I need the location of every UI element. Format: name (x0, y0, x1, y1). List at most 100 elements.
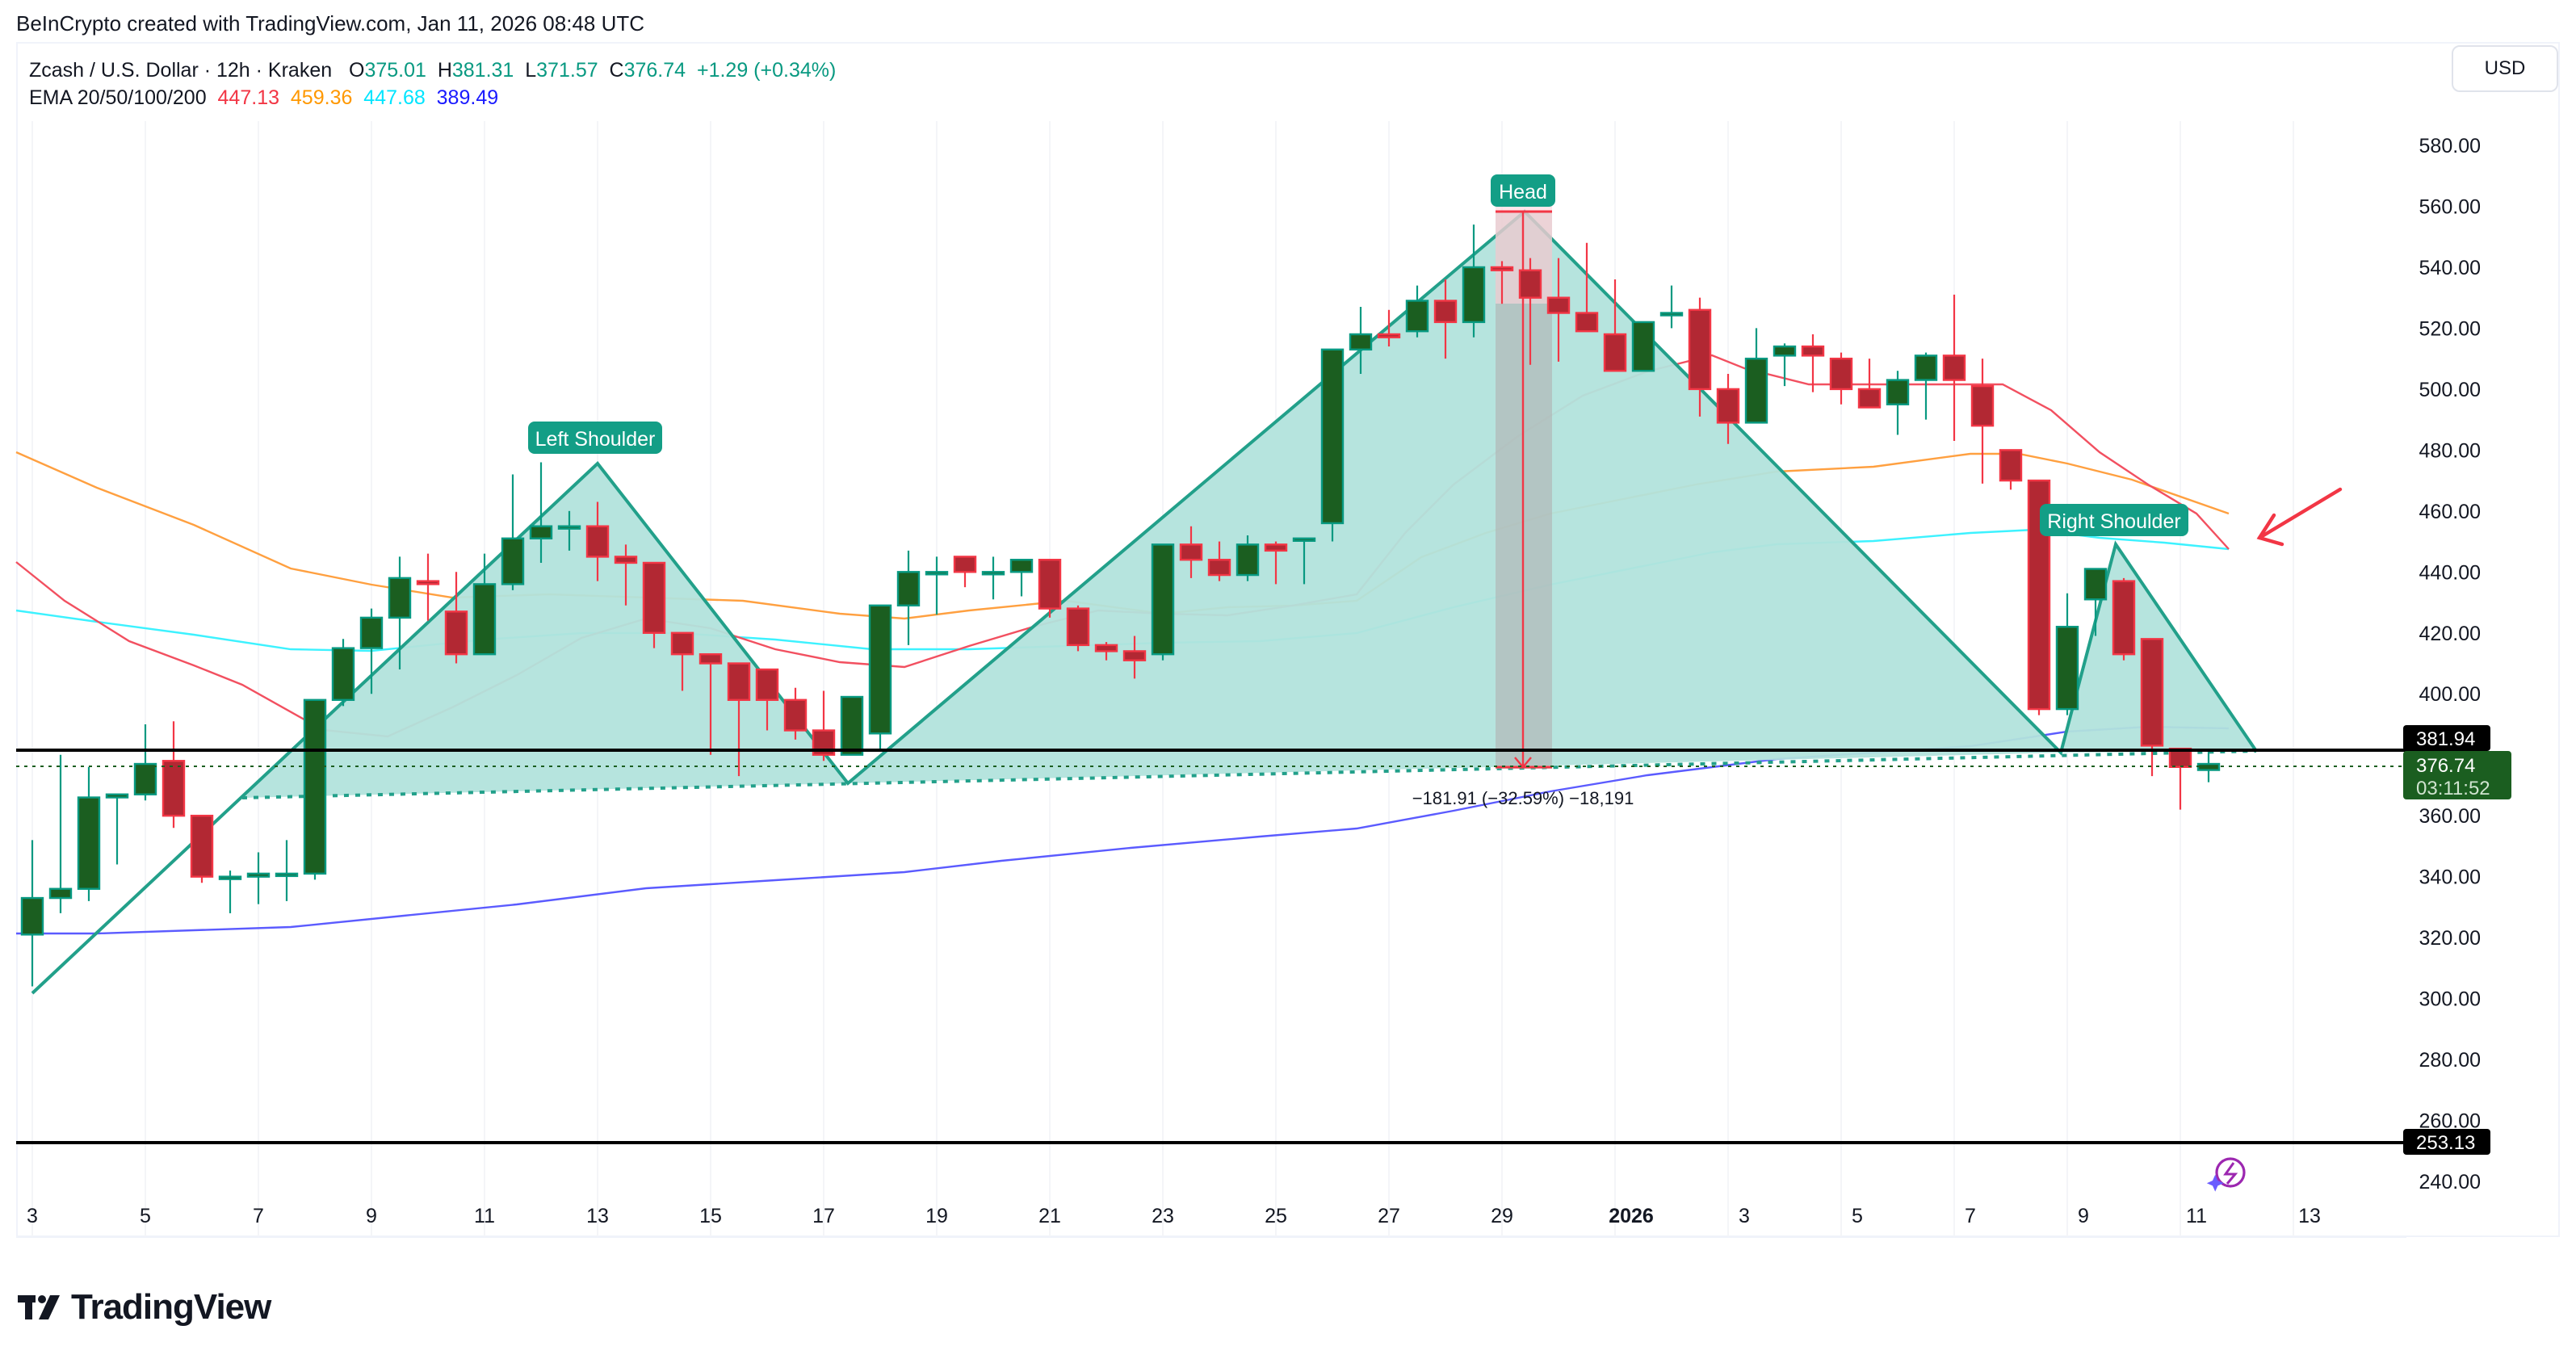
ema20-value: 447.13 (217, 86, 279, 109)
neckline-price-tag: 381.94 (2403, 725, 2490, 751)
candle (1179, 526, 1203, 578)
candle (416, 553, 440, 621)
head-and-shoulders-pattern[interactable] (31, 209, 2258, 995)
candle (1320, 348, 1345, 542)
price-tick: 500.00 (2419, 379, 2481, 401)
candle (1857, 359, 1882, 409)
ema200-value: 389.49 (436, 86, 499, 109)
candle (1546, 258, 1571, 362)
low-value: 371.57 (536, 59, 598, 82)
chart-credit: BeInCrypto created with TradingView.com,… (16, 11, 645, 36)
candle (275, 840, 299, 901)
price-tick: 480.00 (2419, 439, 2481, 462)
low-label: L (525, 59, 537, 82)
svg-text:Head: Head (1499, 181, 1547, 203)
candle (303, 698, 327, 880)
candle (1122, 636, 1147, 679)
svg-text:Right Shoulder: Right Shoulder (2047, 510, 2180, 533)
candle (1462, 224, 1486, 338)
time-tick: 19 (925, 1205, 948, 1227)
price-tick: 240.00 (2419, 1171, 2481, 1193)
candle (1603, 279, 1627, 372)
candle (1744, 328, 1768, 424)
candle (981, 556, 1005, 600)
price-tick: 440.00 (2419, 561, 2481, 584)
price-tick: 340.00 (2419, 866, 2481, 889)
candle (48, 754, 73, 913)
candle (472, 553, 497, 656)
candle (1236, 535, 1260, 581)
price-tick: 300.00 (2419, 988, 2481, 1011)
candle (1377, 309, 1401, 347)
close-value: 376.74 (623, 59, 686, 82)
candle (2168, 747, 2192, 810)
open-value: 375.01 (364, 59, 426, 82)
time-tick: 15 (699, 1205, 722, 1227)
time-tick: 13 (2298, 1205, 2321, 1227)
candle (1999, 449, 2023, 490)
candle (1970, 359, 1995, 484)
time-tick: 21 (1038, 1205, 1061, 1227)
time-tick: 29 (1491, 1205, 1513, 1227)
candle (953, 556, 977, 588)
candle (105, 793, 129, 865)
candle (1207, 541, 1231, 581)
candle (133, 724, 157, 801)
candle (190, 814, 214, 883)
left-shoulder-label: Left Shoulder (528, 422, 662, 454)
tradingview-logo-text: TradingView (71, 1287, 271, 1327)
price-axis[interactable]: 580.00 560.00 540.00 520.00 500.00 480.00 460.… (2419, 135, 2481, 1193)
candle (2055, 593, 2079, 715)
time-tick: 5 (1852, 1205, 1863, 1227)
symbol-title[interactable]: Zcash / U.S. Dollar · 12h · Kraken (29, 59, 333, 82)
candle (1066, 605, 1090, 652)
candle (1659, 285, 1684, 329)
candle (727, 662, 751, 777)
candle (699, 652, 723, 755)
candle (614, 544, 638, 606)
tradingview-logo[interactable]: TradingView (18, 1287, 271, 1328)
time-tick: 7 (1965, 1205, 1976, 1227)
support-price-tag: 253.13 (2403, 1129, 2490, 1155)
time-tick: 3 (27, 1205, 38, 1227)
price-tick: 540.00 (2419, 257, 2481, 279)
chart-legend: Zcash / U.S. Dollar · 12h · Kraken O375.… (29, 57, 836, 111)
time-tick: 11 (2186, 1205, 2207, 1227)
candle (1292, 537, 1316, 585)
candle (1264, 541, 1288, 585)
candle (359, 608, 384, 694)
candle (2196, 751, 2221, 782)
open-label: O (348, 59, 365, 82)
candle (1405, 285, 1429, 338)
candle (840, 695, 864, 756)
price-tick: 420.00 (2419, 623, 2481, 645)
candle (1688, 297, 1712, 417)
lightning-icon[interactable] (2206, 1157, 2246, 1192)
measure-label: −181.91 (−32.59%) −18,191 (1412, 788, 1634, 808)
candle (1151, 543, 1175, 661)
price-tick: 260.00 (2419, 1110, 2481, 1133)
time-tick: 2026 (1609, 1205, 1654, 1227)
candle (77, 766, 101, 901)
svg-text:Left Shoulder: Left Shoulder (535, 428, 656, 451)
candle (1773, 343, 1797, 387)
candle (557, 510, 581, 551)
candle (755, 668, 779, 731)
candle (501, 474, 525, 590)
measure-tool[interactable] (1496, 191, 1552, 769)
price-tick: 580.00 (2419, 135, 2481, 157)
currency-button[interactable]: USD (2452, 45, 2558, 92)
ema-indicator-title[interactable]: EMA 20/50/100/200 (29, 86, 207, 109)
high-value: 381.31 (451, 59, 514, 82)
time-tick: 3 (1739, 1205, 1750, 1227)
time-tick: 9 (2078, 1205, 2089, 1227)
svg-text:03:11:52: 03:11:52 (2416, 778, 2490, 799)
candle (670, 631, 694, 691)
candle (1914, 352, 1938, 420)
candle (388, 556, 412, 670)
time-axis[interactable]: 3 5 7 9 11 13 15 17 19 21 23 25 27 29 2026 3 5 7 9 11 13 (27, 1205, 2321, 1227)
candle (1349, 306, 1373, 375)
pattern-base-line (241, 749, 2257, 799)
time-tick: 17 (812, 1205, 835, 1227)
